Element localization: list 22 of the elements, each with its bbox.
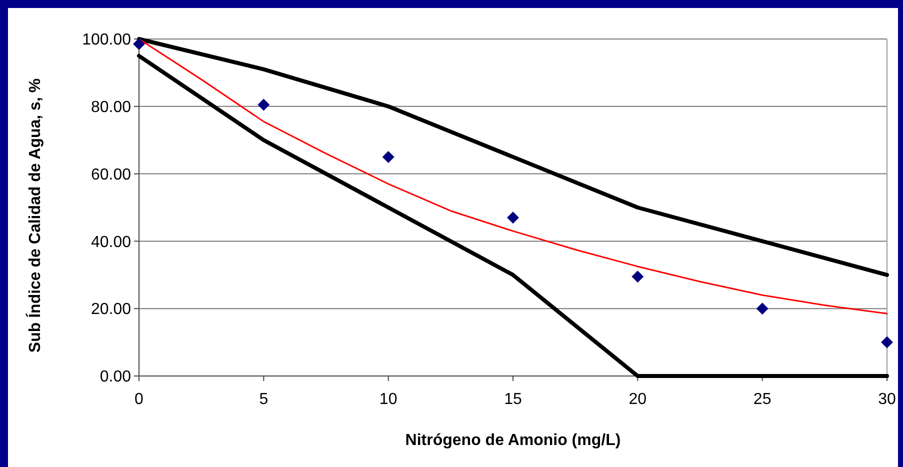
x-tick-label: 30: [878, 391, 896, 408]
y-tick-label: 100.00: [82, 32, 132, 49]
x-axis-title: Nitrógeno de Amonio (mg/L): [405, 432, 621, 449]
point: [881, 336, 893, 348]
point: [133, 38, 145, 50]
x-tick-label: 20: [628, 391, 647, 408]
x-tick-label: 5: [259, 391, 268, 408]
y-tick-label: 80.00: [90, 99, 132, 116]
point: [382, 150, 394, 163]
x-tick-label: 25: [753, 391, 772, 408]
x-tick-label: 10: [379, 391, 398, 408]
y-tick-label: 20.00: [90, 301, 132, 318]
point: [258, 98, 270, 111]
y-tick-label: 40.00: [90, 234, 132, 251]
y-axis-title: Sub Índice de Calidad de Agua, s, %: [25, 78, 44, 353]
x-tick-label: 0: [134, 391, 144, 408]
point: [507, 212, 519, 224]
x-tick-label: 15: [504, 391, 522, 408]
point: [632, 270, 644, 283]
point: [756, 302, 768, 315]
y-tick-label: 0.00: [100, 368, 132, 386]
y-tick-label: 60.00: [90, 166, 132, 184]
